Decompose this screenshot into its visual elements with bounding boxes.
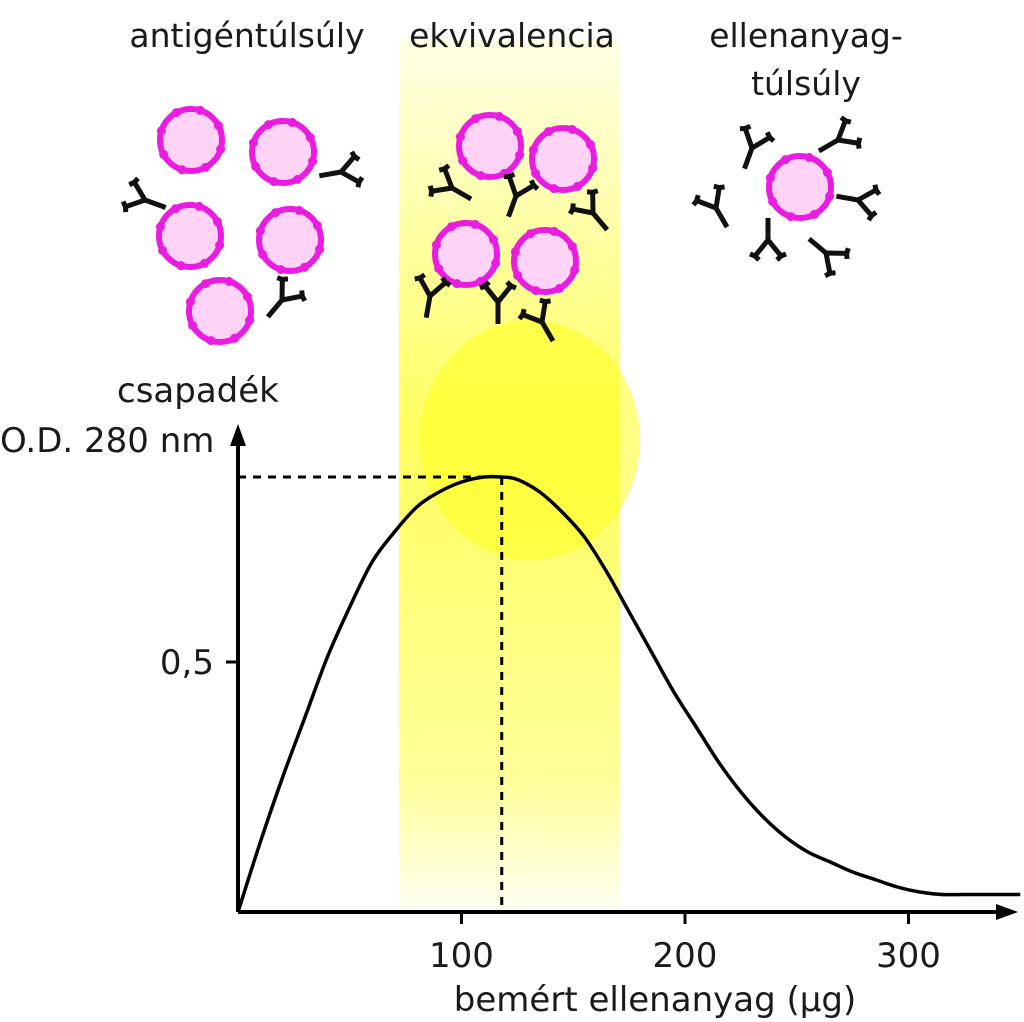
- curve-group: [236, 474, 1021, 913]
- antigen-particle: [255, 205, 325, 275]
- axis-ticks: 100 200 300 0,5: [160, 643, 941, 976]
- antibody-icon: [807, 236, 851, 278]
- zone-label-antibody-excess-line1: ellenanyag-: [709, 16, 903, 55]
- antibody-icon: [691, 183, 730, 229]
- precipitation-curve: [236, 474, 1021, 913]
- equivalence-band: [398, 40, 640, 910]
- y-tick-label: 0,5: [160, 643, 214, 683]
- antigen-particle: [765, 152, 835, 222]
- zone-label-antigen-excess: antigéntúlsúly: [129, 16, 364, 55]
- antigen-particle: [510, 226, 580, 296]
- antibody-icon: [414, 272, 452, 319]
- antibody-icon: [503, 171, 540, 218]
- antigen-particle: [156, 105, 226, 175]
- y-axis-label-line1: csapadék: [117, 371, 279, 411]
- antibody-icon: [318, 150, 365, 188]
- antibody-icon: [427, 163, 473, 202]
- y-axis-arrow-icon: [230, 424, 246, 446]
- antibody-icon: [265, 275, 307, 319]
- x-tick-label: 200: [653, 936, 718, 976]
- antibody-icon: [835, 184, 882, 222]
- immune-complex-illustrations: [120, 105, 882, 346]
- x-tick-label: 300: [876, 936, 941, 976]
- x-tick-label: 100: [429, 936, 494, 976]
- antigen-particle: [528, 124, 598, 194]
- antibody-icon: [749, 218, 787, 262]
- antibody-icon: [479, 280, 517, 324]
- antibody-icon: [568, 188, 610, 232]
- antigen-particle: [431, 219, 501, 289]
- zone-label-equivalence: ekvivalencia: [409, 16, 615, 55]
- antigen-particle: [155, 201, 225, 271]
- antibody-icon: [817, 115, 863, 154]
- antigen-particle: [248, 117, 318, 187]
- antigen-particle: [185, 276, 255, 346]
- antigen-particle: [455, 111, 525, 181]
- antibody-icon: [120, 176, 167, 213]
- antibody-icon: [517, 297, 556, 343]
- peak-guides: [238, 475, 504, 912]
- y-axis-label-line2: O.D. 280 nm: [0, 421, 214, 461]
- x-axis-arrow-icon: [996, 904, 1018, 920]
- zone-label-antibody-excess-line2: túlsúly: [751, 64, 861, 103]
- antibody-icon: [739, 123, 776, 170]
- x-axis-label: bemért ellenanyag (μg): [454, 980, 856, 1020]
- axes: [230, 424, 1018, 920]
